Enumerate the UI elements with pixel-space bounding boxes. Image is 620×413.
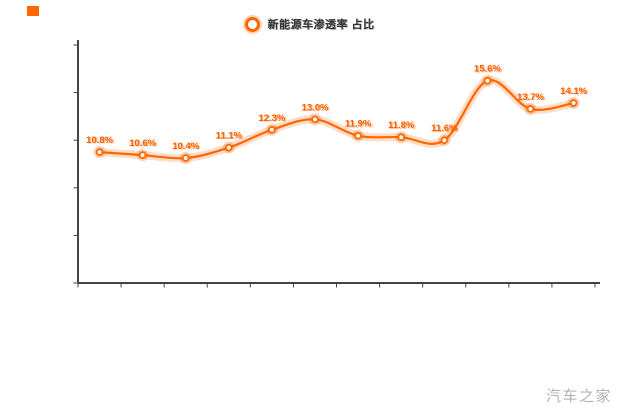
- data-point-halo: [309, 113, 322, 126]
- data-point-halo: [481, 74, 494, 87]
- data-point-halo: [395, 131, 408, 144]
- data-point-label: 13.0%: [302, 102, 329, 113]
- data-point-halo: [179, 152, 192, 165]
- data-point-label: 10.6%: [129, 138, 156, 149]
- series-line-stroke: [98, 79, 575, 160]
- data-points: [93, 74, 580, 165]
- data-point-halo: [352, 129, 365, 142]
- chart-legend[interactable]: 新能源车渗透率 占比: [0, 14, 620, 34]
- axes: [73, 40, 600, 288]
- data-point-label: 10.4%: [172, 141, 199, 152]
- data-point-label: 10.8%: [86, 135, 113, 146]
- data-point-marker[interactable]: [440, 136, 449, 145]
- watermark: 汽车之家: [545, 388, 612, 405]
- data-point-halo: [567, 97, 580, 110]
- data-point-marker[interactable]: [268, 125, 276, 134]
- data-point-label: 11.1%: [216, 131, 243, 142]
- data-point-halo: [222, 141, 235, 154]
- data-point-label: 11.9%: [345, 119, 372, 130]
- data-point-marker[interactable]: [138, 151, 147, 159]
- data-point-halo: [265, 123, 278, 136]
- data-point-marker[interactable]: [483, 76, 492, 85]
- data-point-halo: [93, 146, 106, 159]
- data-point-marker[interactable]: [311, 115, 319, 124]
- data-point-marker[interactable]: [95, 148, 104, 156]
- data-point-label: 13.7%: [517, 92, 544, 103]
- data-point-marker[interactable]: [526, 105, 535, 113]
- data-point-label: 14.1%: [560, 86, 587, 97]
- data-point-label: 15.6%: [474, 64, 501, 75]
- data-point-marker[interactable]: [354, 131, 362, 140]
- data-point-halo: [524, 102, 537, 115]
- data-point-marker[interactable]: [181, 154, 190, 162]
- data-point-marker[interactable]: [397, 133, 406, 142]
- data-point-marker[interactable]: [569, 99, 578, 107]
- data-point-label: 11.8%: [388, 120, 415, 131]
- data-point-halo: [438, 134, 451, 147]
- legend-marker-icon: [245, 16, 261, 32]
- title-bullet-icon: [27, 6, 39, 16]
- data-point-label: 11.6%: [431, 123, 458, 134]
- legend-label: 新能源车渗透率 占比: [267, 19, 375, 31]
- data-point-label: 12.3%: [258, 113, 285, 124]
- series-line: [95, 76, 578, 163]
- data-point-halo: [136, 149, 149, 162]
- series-line-glow: [95, 76, 578, 163]
- data-point-marker[interactable]: [225, 143, 233, 152]
- point-labels: 10.8% 10.6% 10.4% 11.1% 12.3% 13.0% 11.9% 11.8%…: [86, 64, 588, 152]
